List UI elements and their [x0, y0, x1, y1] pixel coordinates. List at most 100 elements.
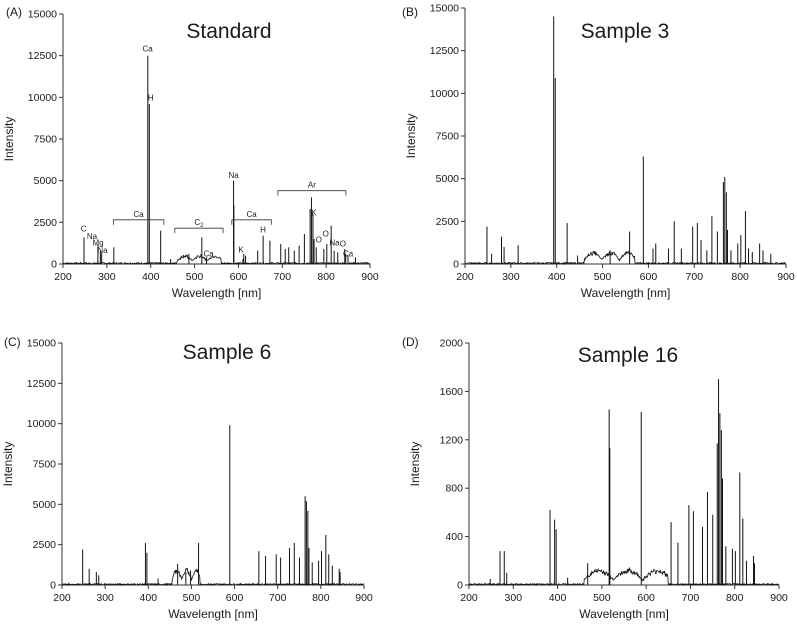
y-tick-label: 7500 — [34, 134, 58, 146]
x-tick-label: 900 — [361, 271, 379, 283]
spectrum-baseline — [61, 567, 365, 587]
y-tick-label: 0 — [50, 580, 56, 592]
x-tick-label: 500 — [186, 271, 204, 283]
panel-label: (D) — [402, 335, 419, 349]
peak-annotation: Na — [87, 232, 98, 241]
x-tick-label: 800 — [317, 271, 335, 283]
chart-title: Sample 6 — [183, 341, 272, 364]
x-tick-label: 400 — [549, 592, 567, 604]
y-tick-label: 7500 — [33, 459, 57, 471]
chart-title: Sample 16 — [578, 344, 678, 367]
x-tick-label: 800 — [312, 592, 330, 604]
peak-annotation: K — [238, 245, 244, 254]
x-tick-label: 300 — [96, 592, 114, 604]
peak-annotation: C — [81, 225, 87, 234]
peak-annotation: Na — [228, 171, 239, 180]
y-tick-label: 2500 — [33, 539, 57, 551]
y-tick-label: 10000 — [28, 92, 57, 104]
x-tick-label: 800 — [726, 592, 744, 604]
x-axis-label: Wavelength [nm] — [172, 286, 262, 300]
chart-panel-D: (D) Sample 16 200 300 400 500 600 700 800 900 0 400… — [402, 335, 788, 621]
x-tick-label: 400 — [140, 592, 158, 604]
x-axis-label: Wavelength [nm] — [579, 607, 669, 621]
bracket-label: Ar — [308, 181, 316, 190]
peak-annotation: H — [148, 94, 154, 103]
bracket-label: C2 — [194, 218, 204, 229]
x-tick-label: 500 — [594, 271, 612, 283]
y-axis-label: Intensity — [1, 442, 15, 487]
peak-annotation: Mg — [93, 239, 104, 248]
x-tick-label: 700 — [686, 271, 704, 283]
y-tick-label: 5000 — [34, 175, 58, 187]
x-tick-label: 500 — [183, 592, 201, 604]
y-axis-label: Intensity — [404, 114, 418, 159]
y-tick-label: 800 — [445, 483, 463, 495]
x-tick-label: 400 — [142, 271, 160, 283]
x-tick-label: 300 — [502, 271, 520, 283]
bracket-label: Ca — [134, 210, 145, 219]
peak-annotation: O — [340, 240, 346, 249]
chart-title: Sample 3 — [581, 20, 670, 43]
y-tick-label: 0 — [453, 259, 459, 271]
y-axis-label: Intensity — [2, 117, 16, 162]
y-tick-label: 1200 — [440, 434, 464, 446]
y-axis-label: Intensity — [408, 442, 422, 487]
y-tick-label: 0 — [457, 580, 463, 592]
x-tick-label: 200 — [460, 592, 478, 604]
y-tick-label: 10000 — [27, 418, 56, 430]
x-tick-label: 800 — [731, 271, 749, 283]
y-tick-label: 12500 — [27, 378, 56, 390]
x-tick-label: 900 — [777, 271, 795, 283]
x-tick-label: 600 — [637, 592, 655, 604]
peak-annotation: O — [316, 235, 322, 244]
x-tick-label: 900 — [770, 592, 788, 604]
x-tick-label: 300 — [98, 271, 116, 283]
y-tick-label: 15000 — [430, 3, 459, 15]
x-tick-label: 500 — [593, 592, 611, 604]
x-tick-label: 600 — [226, 592, 244, 604]
y-tick-label: 0 — [51, 259, 57, 271]
peak-annotation: Ca — [143, 45, 154, 54]
panel-label: (B) — [402, 5, 418, 19]
y-tick-label: 7500 — [436, 131, 460, 143]
chart-panel-B: (B) Sample 3 200 300 400 500 600 700 800 900 0 2500… — [402, 3, 795, 301]
x-tick-label: 900 — [355, 592, 373, 604]
element-range-bracket — [231, 219, 272, 225]
y-tick-label: 2000 — [440, 338, 464, 350]
x-axis-label: Wavelength [nm] — [581, 286, 671, 300]
y-tick-label: 10000 — [430, 88, 459, 100]
peak-annotation: O — [323, 230, 329, 239]
x-axis-label: Wavelength [nm] — [168, 607, 258, 621]
x-tick-label: 600 — [640, 271, 658, 283]
y-tick-label: 15000 — [27, 338, 56, 350]
peak-annotation: K — [311, 209, 317, 218]
panel-label: (A) — [6, 5, 22, 19]
x-tick-label: 200 — [456, 271, 474, 283]
y-tick-label: 12500 — [430, 45, 459, 57]
peak-annotation: Na — [329, 239, 340, 248]
y-tick-label: 5000 — [436, 173, 460, 185]
bracket-label: Ca — [246, 210, 257, 219]
element-range-bracket — [277, 190, 347, 196]
peak-annotation: Ca — [203, 250, 214, 259]
x-tick-label: 700 — [269, 592, 287, 604]
y-tick-label: 12500 — [28, 50, 57, 62]
spectrum-baseline — [468, 566, 780, 586]
chart-title: Standard — [186, 20, 271, 43]
y-tick-label: 1600 — [440, 386, 464, 398]
x-tick-label: 200 — [54, 271, 72, 283]
y-tick-label: 15000 — [28, 9, 57, 21]
chart-panel-A: (A) Standard 200 300 400 500 600 700 800 900 0 2500… — [2, 5, 379, 300]
x-tick-label: 600 — [230, 271, 248, 283]
y-tick-label: 2500 — [34, 217, 58, 229]
y-tick-label: 2500 — [436, 216, 460, 228]
x-tick-label: 400 — [548, 271, 566, 283]
y-tick-label: 5000 — [33, 499, 57, 511]
x-tick-label: 700 — [682, 592, 700, 604]
x-tick-label: 200 — [53, 592, 71, 604]
x-tick-label: 300 — [505, 592, 523, 604]
element-range-bracket — [174, 227, 224, 234]
peak-annotation: Na — [97, 246, 108, 255]
chart-panel-C: (C) Sample 6 200 300 400 500 600 700 800 900 0 2500… — [1, 335, 373, 621]
